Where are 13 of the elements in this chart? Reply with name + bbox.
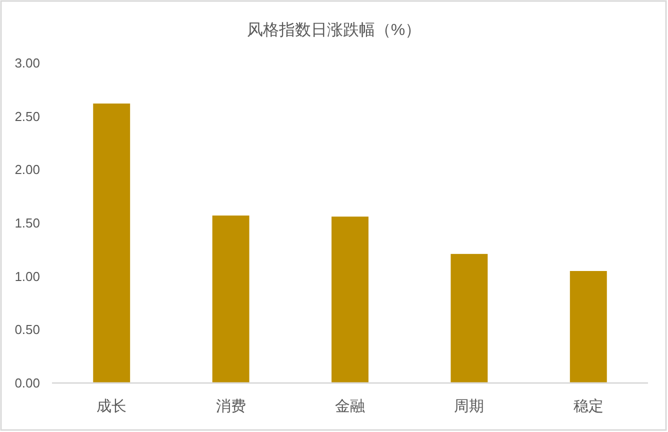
x-tick-label: 周期	[454, 398, 484, 415]
y-tick-label: 3.00	[14, 56, 40, 70]
y-tick-label: 0.50	[14, 322, 40, 338]
y-tick-label: 2.50	[14, 108, 40, 124]
x-tick-label: 消费	[216, 398, 246, 415]
title: 风格指数日涨跌幅（%）	[246, 22, 422, 39]
y-tick-label: 2.00	[14, 162, 40, 178]
y-tick-label: 1.00	[14, 268, 40, 284]
x-tick-label: 稳定	[573, 398, 604, 415]
x-tick-label: 金融	[335, 398, 365, 415]
x-tick-label: 成长	[96, 398, 127, 415]
y-tick-label: 1.50	[14, 216, 40, 230]
y-tick-label: 0.00	[14, 376, 40, 390]
